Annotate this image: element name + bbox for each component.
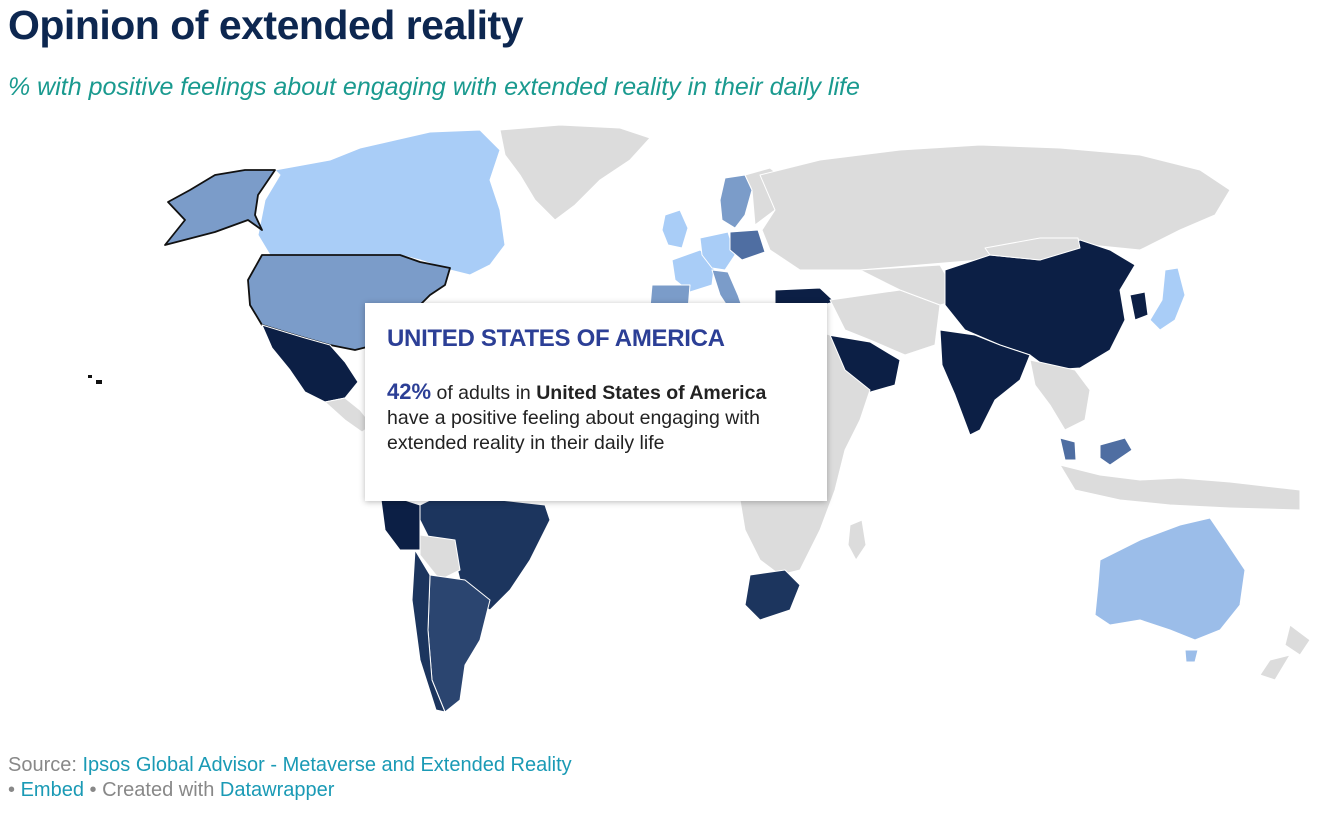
tooltip-country-name: United States of America (536, 382, 767, 404)
region-mongolia[interactable] (984, 237, 1081, 261)
footer: Source: Ipsos Global Advisor - Metaverse… (8, 753, 572, 803)
region-southeast-asia[interactable] (1029, 359, 1091, 431)
tooltip-text-a: of adults in (436, 382, 531, 404)
tooltip-value: 42% (387, 379, 432, 404)
region-mexico[interactable] (261, 324, 359, 403)
region-madagascar[interactable] (847, 519, 867, 561)
region-australia[interactable] (1094, 517, 1246, 641)
tooltip-text-b: have a positive feeling about engaging w… (387, 407, 760, 454)
credit-line: • Embed • Created with Datawrapper (8, 778, 572, 803)
region-malaysia[interactable] (1059, 437, 1133, 466)
chart-title: Opinion of extended reality (8, 2, 524, 48)
region-hawaii[interactable] (88, 375, 102, 384)
region-indonesia[interactable] (1059, 464, 1301, 511)
region-canada[interactable] (257, 129, 506, 276)
region-argentina[interactable] (427, 574, 491, 713)
datawrapper-link[interactable]: Datawrapper (219, 779, 335, 801)
region-russia[interactable] (759, 144, 1231, 271)
chart-subtitle: % with positive feelings about engaging … (8, 73, 860, 101)
bullet: • (8, 779, 16, 801)
country-tooltip: UNITED STATES OF AMERICA 42% of adults i… (365, 303, 827, 501)
region-japan[interactable] (1149, 267, 1186, 331)
region-germany[interactable] (699, 231, 736, 271)
created-text: • Created with (89, 779, 215, 801)
region-new-zealand[interactable] (1259, 624, 1311, 681)
region-alaska[interactable] (164, 169, 276, 246)
embed-link[interactable]: Embed (20, 779, 84, 801)
region-peru[interactable] (379, 491, 421, 551)
region-bolivia[interactable] (419, 534, 461, 581)
source-line: Source: Ipsos Global Advisor - Metaverse… (8, 753, 572, 778)
tooltip-country: UNITED STATES OF AMERICA (387, 325, 725, 352)
region-sweden[interactable] (719, 174, 753, 229)
region-chile[interactable] (411, 549, 446, 713)
source-label: Source: (8, 754, 77, 776)
region-greenland[interactable] (499, 124, 651, 221)
region-tasmania[interactable] (1184, 649, 1199, 663)
region-south-korea[interactable] (1129, 291, 1149, 321)
region-south-africa[interactable] (744, 569, 801, 621)
region-france[interactable] (671, 249, 716, 293)
region-india[interactable] (939, 329, 1031, 436)
region-poland[interactable] (729, 229, 766, 261)
source-link[interactable]: Ipsos Global Advisor - Metaverse and Ext… (82, 754, 572, 776)
region-uk[interactable] (661, 209, 689, 249)
tooltip-body: 42% of adults in United States of Americ… (387, 379, 805, 456)
